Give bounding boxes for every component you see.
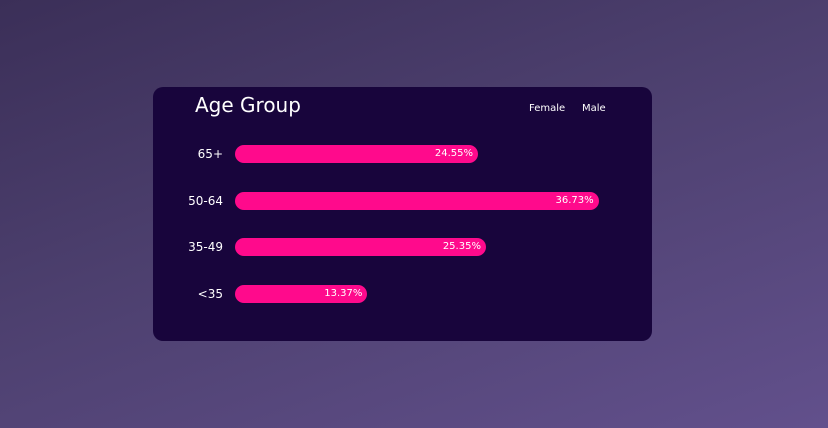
bar-value-label: 36.73%: [555, 194, 594, 206]
bar-female[interactable]: 13.37%: [235, 284, 368, 303]
bar-row: 65+ 24.55%: [153, 145, 652, 163]
age-group-card: Age Group Female Male 65+ 24.55% 50-64 36.7…: [153, 87, 652, 341]
category-label: 65+: [197, 147, 223, 161]
legend-male[interactable]: Male: [582, 103, 606, 114]
bar-row: <35 13.37%: [153, 284, 652, 303]
bar-female[interactable]: 24.55%: [235, 145, 479, 163]
legend-female[interactable]: Female: [529, 103, 566, 114]
category-label: 50-64: [188, 193, 223, 208]
bar-female[interactable]: 36.73%: [235, 191, 599, 210]
bar-row: 35-49 25.35%: [153, 238, 652, 256]
bar-female[interactable]: 25.35%: [235, 238, 486, 256]
bar-row: 50-64 36.73%: [153, 191, 652, 210]
bar-value-label: 25.35%: [442, 241, 481, 252]
bar-value-label: 13.37%: [324, 287, 363, 299]
category-label: <35: [197, 286, 223, 301]
chart-title: Age Group: [195, 93, 301, 117]
bar-value-label: 24.55%: [434, 148, 474, 159]
category-label: 35-49: [188, 240, 223, 254]
